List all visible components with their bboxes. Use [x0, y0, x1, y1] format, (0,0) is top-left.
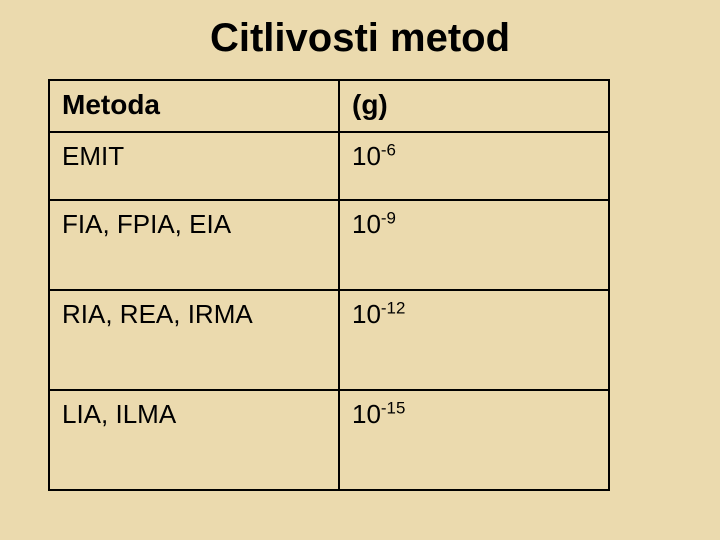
cell-method: FIA, FPIA, EIA [49, 200, 339, 290]
value-exponent: -6 [381, 140, 396, 159]
table-row: RIA, REA, IRMA 10-12 [49, 290, 609, 390]
slide-title: Citlivosti metod [0, 16, 720, 61]
cell-method: LIA, ILMA [49, 390, 339, 490]
value-base: 10 [352, 141, 381, 171]
cell-method: RIA, REA, IRMA [49, 290, 339, 390]
table-row: EMIT 10-6 [49, 132, 609, 200]
value-base: 10 [352, 299, 381, 329]
cell-value: 10-6 [339, 132, 609, 200]
cell-method: EMIT [49, 132, 339, 200]
table-header-row: Metoda (g) [49, 80, 609, 132]
sensitivity-table: Metoda (g) EMIT 10-6 FIA, FPIA, EIA 10-9 [48, 79, 610, 491]
col-header-method: Metoda [49, 80, 339, 132]
cell-value: 10-12 [339, 290, 609, 390]
value-base: 10 [352, 399, 381, 429]
value-base: 10 [352, 209, 381, 239]
value-exponent: -15 [381, 398, 405, 417]
cell-value: 10-15 [339, 390, 609, 490]
col-header-grams: (g) [339, 80, 609, 132]
table-container: Metoda (g) EMIT 10-6 FIA, FPIA, EIA 10-9 [48, 79, 720, 491]
value-exponent: -12 [381, 298, 405, 317]
cell-value: 10-9 [339, 200, 609, 290]
slide: Citlivosti metod Metoda (g) EMIT 10-6 FI… [0, 0, 720, 540]
table-row: FIA, FPIA, EIA 10-9 [49, 200, 609, 290]
value-exponent: -9 [381, 208, 396, 227]
table-row: LIA, ILMA 10-15 [49, 390, 609, 490]
